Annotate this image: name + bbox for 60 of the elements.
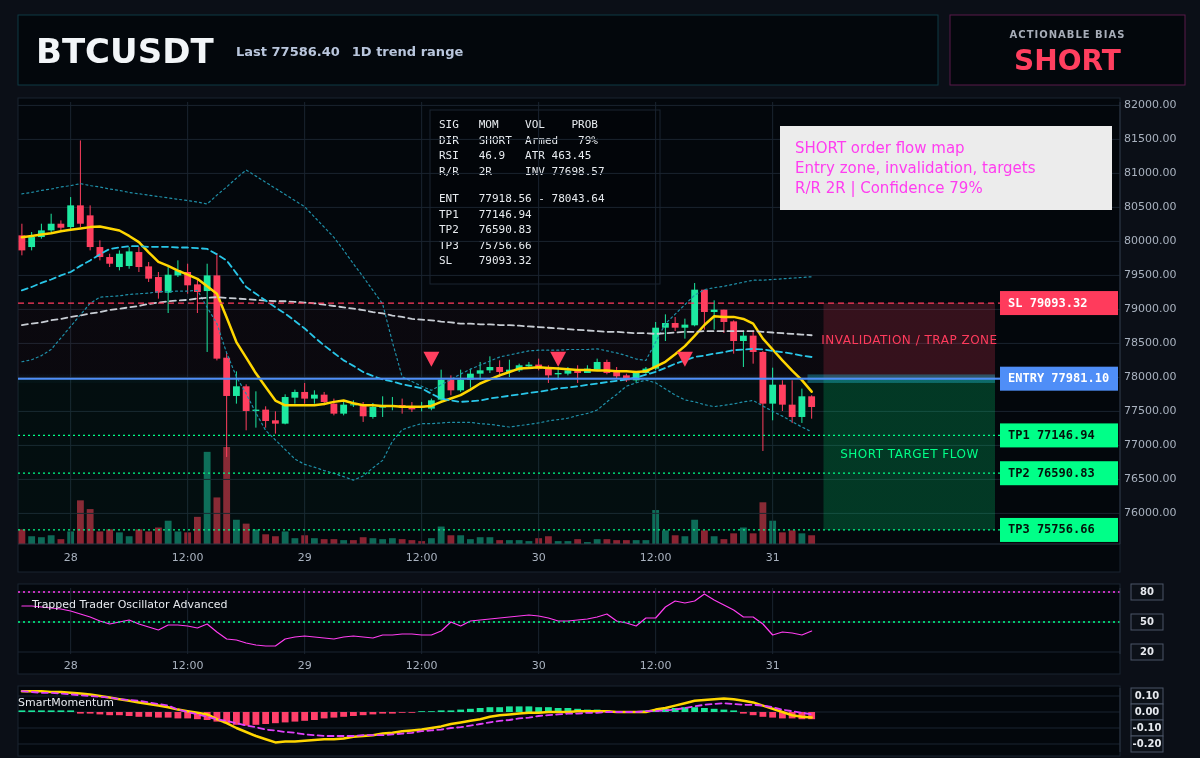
y-tick-label: 0.10 — [1134, 690, 1160, 701]
annotation: TP1 77146.94 — [439, 207, 533, 221]
x-tick-label: 28 — [63, 551, 78, 564]
y-tick-label: 81000.00 — [1124, 166, 1177, 180]
y-tick-label: 77500.00 — [1124, 404, 1177, 418]
annotation: TP2 76590.83 — [439, 223, 532, 236]
x-tick-label: 29 — [297, 659, 312, 672]
x-tick-label: 30 — [531, 659, 546, 672]
text: SHORT — [1014, 44, 1121, 77]
annotation: Entry zone, invalidation, targets — [795, 159, 1036, 177]
ref-line-label: ENTRY 77981.10 — [1008, 371, 1110, 386]
y-tick-label: 79500.00 — [1124, 268, 1177, 282]
x-tick-label: 29 — [297, 551, 312, 564]
y-tick-label: 80000.00 — [1124, 234, 1177, 248]
annotation: SHORT order flow map — [795, 139, 965, 157]
ref-line-label: TP1 77146.94 — [1008, 427, 1095, 442]
y-tick-label: 80500.00 — [1124, 200, 1177, 214]
y-tick-label: -0.20 — [1132, 738, 1162, 749]
band-label: INVALIDATION / TRAP ZONE — [821, 333, 998, 348]
annotation: DIR SHORT Armed 79% — [439, 133, 599, 147]
x-tick-label: 30 — [531, 551, 546, 564]
text: 1D trend range — [351, 44, 464, 59]
text: Last 77586.40 — [236, 44, 340, 59]
x-tick-label: 12:00 — [639, 659, 672, 672]
y-tick-label: 0.00 — [1134, 706, 1160, 717]
annotation: SL 79093.32 — [439, 254, 532, 267]
ref-line-label: TP2 76590.83 — [1008, 465, 1095, 480]
band-label: SHORT TARGET FLOW — [840, 446, 979, 461]
text: BTCUSDT — [36, 31, 215, 71]
y-tick-label: 78500.00 — [1124, 336, 1177, 350]
y-tick-label: 82000.00 — [1124, 98, 1177, 112]
ref-line-label: TP3 75756.66 — [1008, 522, 1095, 537]
text: SmartMomentum — [18, 696, 114, 709]
x-tick-label: 12:00 — [171, 659, 204, 672]
annotation: R/R 2R INV 77698.57 — [439, 164, 605, 178]
x-tick-label: 31 — [765, 551, 780, 564]
x-tick-label: 28 — [63, 659, 78, 672]
x-tick-label: 12:00 — [405, 551, 438, 564]
ref-line-label: SL 79093.32 — [1008, 295, 1088, 310]
y-tick-label: 77000.00 — [1124, 438, 1177, 452]
y-tick-label: 81500.00 — [1124, 132, 1177, 146]
x-tick-label: 31 — [765, 659, 780, 672]
x-tick-label: 12:00 — [639, 551, 672, 564]
text: Trapped Trader Oscillator Advanced — [31, 598, 228, 611]
y-tick-label: 80 — [1140, 586, 1154, 597]
y-tick-label: 50 — [1140, 616, 1154, 627]
annotation: TP3 75756.66 — [439, 238, 532, 252]
y-tick-label: 78000.00 — [1124, 370, 1177, 384]
y-tick-label: -0.10 — [1132, 722, 1162, 733]
annotation: ENT 77918.56 - 78043.64 — [439, 192, 605, 205]
text: ACTIONABLE BIAS — [1009, 29, 1126, 40]
x-tick-label: 12:00 — [405, 659, 438, 672]
y-tick-label: 76000.00 — [1124, 506, 1177, 520]
annotation: R/R 2R | Confidence 79% — [795, 179, 983, 197]
y-tick-label: 76500.00 — [1124, 472, 1177, 486]
y-tick-label: 20 — [1140, 646, 1154, 657]
annotation: SIG MOM VOL PROB — [439, 118, 599, 131]
annotation: RSI 46.9 ATR 463.45 — [439, 149, 592, 162]
x-tick-label: 12:00 — [171, 551, 204, 564]
y-tick-label: 79000.00 — [1124, 302, 1177, 316]
